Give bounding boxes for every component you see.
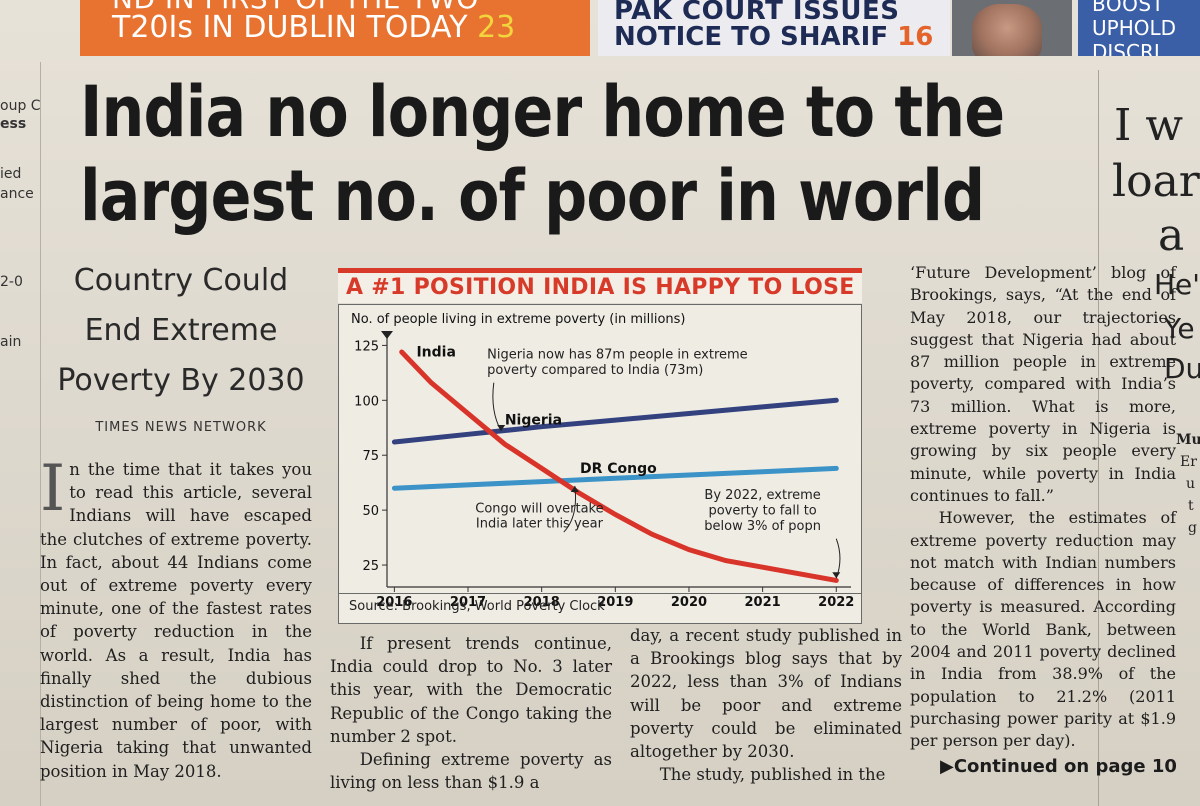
fragment-text: Ye xyxy=(1164,312,1195,345)
headline-line1: India no longer home to the xyxy=(80,71,1005,153)
y-tick-label: 50 xyxy=(362,504,379,519)
paragraph: ‘Future Development’ blog of Brookings, … xyxy=(910,263,1176,505)
paragraph: However, the estimates of extreme povert… xyxy=(910,508,1176,751)
fragment-text: g xyxy=(1188,520,1197,536)
fragment-text: loar xyxy=(1112,156,1200,207)
source-rule xyxy=(339,593,861,594)
portrait-photo xyxy=(952,0,1072,56)
series-label: Nigeria xyxy=(505,412,562,428)
subheadline: Country Could End Extreme Poverty By 203… xyxy=(46,256,316,406)
y-tick-label: 125 xyxy=(354,339,379,354)
series-line-india xyxy=(399,349,839,583)
x-tick-label: 2019 xyxy=(597,595,633,610)
continued-link[interactable]: ▶Continued on page 10 xyxy=(940,756,1177,777)
series-label: DR Congo xyxy=(580,461,657,477)
paragraph: day, a recent study published in a Brook… xyxy=(630,626,902,762)
annotation-leader xyxy=(492,382,502,432)
teaser-line2: T20Is IN DUBLIN TODAY 23 xyxy=(112,10,516,45)
left-column-fragment: oup C ess ied ance 2-0 ain xyxy=(0,62,41,806)
fragment-text: 2-0 xyxy=(0,274,23,290)
chart-source: Source: Brookings, World Poverty Clock xyxy=(349,599,605,614)
article-column-3: day, a recent study published in a Brook… xyxy=(630,624,902,786)
teaser-line1: BOOST xyxy=(1092,0,1165,16)
y-tick-label: 75 xyxy=(362,449,379,464)
x-tick-label: 2018 xyxy=(524,595,560,610)
series-line-dr-congo xyxy=(391,465,839,491)
annotation-text: By 2022, extreme xyxy=(704,488,820,503)
teaser-page: 16 xyxy=(897,22,934,52)
teaser-line1: PAK COURT ISSUES xyxy=(614,0,900,26)
paragraph: If present trends continue, India could … xyxy=(330,634,612,746)
drop-cap: I xyxy=(40,452,66,526)
x-tick-label: 2016 xyxy=(376,595,412,610)
byline: TIMES NEWS NETWORK xyxy=(95,420,267,435)
fragment-text: Er xyxy=(1180,454,1197,470)
teaser-line3: DISCRI xyxy=(1092,40,1160,56)
annotation-text: poverty to fall to xyxy=(708,504,816,519)
fragment-text: ess xyxy=(0,116,27,132)
series-label: India xyxy=(416,344,455,360)
x-tick-label: 2022 xyxy=(818,595,854,610)
annotation-text: Nigeria now has 87m people in extreme xyxy=(487,348,748,363)
x-tick-label: 2021 xyxy=(745,595,781,610)
fragment-text: He' xyxy=(1154,268,1200,301)
x-tick-label: 2017 xyxy=(450,595,486,610)
column-divider xyxy=(1098,70,1099,806)
arrow-icon xyxy=(497,425,506,432)
fragment-text: oup C xyxy=(0,98,41,114)
teaser-line2: UPHOLD xyxy=(1092,16,1177,40)
paragraph: Defining extreme poverty as living on le… xyxy=(330,750,612,793)
pak-court-teaser[interactable]: PAK COURT ISSUES NOTICE TO SHARIF 16 xyxy=(598,0,950,56)
paragraph: The study, published in the xyxy=(659,765,886,785)
x-tick-label: 2020 xyxy=(671,595,707,610)
teaser-line1: ND IN FIRST OF THE TWO xyxy=(112,0,479,15)
teaser-page: 23 xyxy=(477,10,516,45)
boost-teaser[interactable]: BOOST UPHOLD DISCRI xyxy=(1078,0,1200,56)
subhead-line1: Country Could xyxy=(73,263,289,298)
fragment-text: I w xyxy=(1114,100,1184,151)
fragment-text: ied xyxy=(0,166,22,182)
subhead-line3: Poverty By 2030 xyxy=(57,363,305,398)
arrow-icon xyxy=(570,485,579,492)
y-axis-label: No. of people living in extreme poverty … xyxy=(351,312,686,327)
y-tick-label: 100 xyxy=(354,394,379,409)
y-tick-label: 25 xyxy=(362,559,379,574)
axis-arrow-icon xyxy=(381,331,393,339)
fragment-text: ance xyxy=(0,186,34,202)
headline-line2: largest no. of poor in world xyxy=(80,155,985,237)
fragment-text: t xyxy=(1188,498,1194,514)
fragment-text: Mu xyxy=(1176,432,1200,448)
article-column-4: ‘Future Development’ blog of Brookings, … xyxy=(910,262,1176,753)
chart-svg: No. of people living in extreme poverty … xyxy=(351,312,854,610)
fragment-text: Du xyxy=(1164,352,1200,385)
fragment-text: ain xyxy=(0,334,22,350)
face-image xyxy=(972,4,1042,56)
annotation-text: poverty compared to India (73m) xyxy=(487,363,703,378)
paragraph: n the time that it takes you to read thi… xyxy=(40,460,312,781)
chart-title: A #1 POSITION INDIA IS HAPPY TO LOSE xyxy=(338,268,862,303)
arrow-icon xyxy=(832,572,841,579)
poverty-chart: A #1 POSITION INDIA IS HAPPY TO LOSE No.… xyxy=(338,268,862,624)
subhead-line2: End Extreme xyxy=(84,313,278,348)
annotation-text: below 3% of popn xyxy=(704,519,821,534)
teaser-line2: NOTICE TO SHARIF 16 xyxy=(614,22,934,52)
annotation-text: Congo will overtake xyxy=(475,501,603,516)
fragment-text: a xyxy=(1158,210,1185,261)
headline: India no longer home to the largest no. … xyxy=(80,70,1005,238)
annotation-text: India later this year xyxy=(476,517,604,532)
sports-teaser[interactable]: ND IN FIRST OF THE TWO T20Is IN DUBLIN T… xyxy=(80,0,590,56)
fragment-text: u xyxy=(1186,476,1196,492)
chart-box: No. of people living in extreme poverty … xyxy=(338,304,862,624)
series-line-nigeria xyxy=(391,397,839,445)
article-column-2: If present trends continue, India could … xyxy=(330,632,612,794)
